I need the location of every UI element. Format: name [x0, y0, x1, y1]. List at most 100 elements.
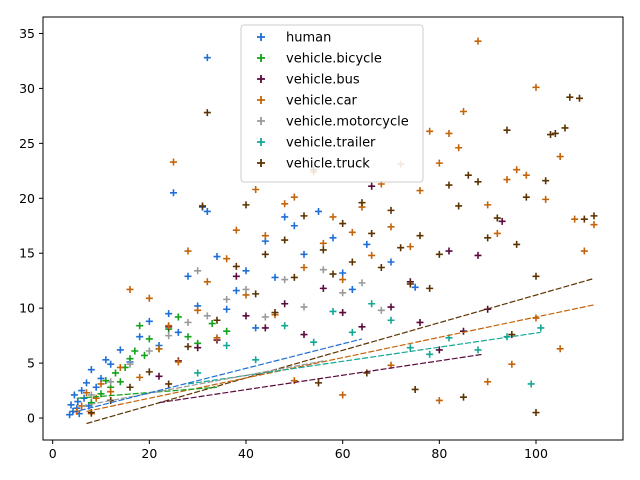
series-vehicle-truck — [87, 93, 598, 417]
data-point — [387, 316, 395, 324]
data-point — [455, 144, 463, 152]
data-point — [290, 222, 298, 230]
data-point — [208, 320, 216, 328]
data-point — [194, 344, 202, 352]
data-point — [145, 335, 153, 343]
y-tick-label: 35 — [19, 26, 35, 41]
legend-marker — [257, 117, 265, 125]
data-point — [455, 202, 463, 210]
data-point — [145, 347, 153, 355]
data-point — [339, 289, 347, 297]
legend: human vehicle.bicycle vehicle.bus vehicle.c… — [240, 24, 424, 183]
data-point — [474, 37, 482, 45]
data-point — [339, 391, 347, 399]
data-point — [223, 342, 231, 350]
data-point — [261, 250, 269, 258]
data-point — [281, 200, 289, 208]
data-point — [184, 272, 192, 280]
data-point — [561, 124, 569, 132]
data-point — [474, 178, 482, 186]
data-point — [513, 166, 521, 174]
data-point — [70, 391, 78, 399]
data-point — [580, 215, 588, 223]
data-point — [116, 378, 124, 386]
data-point — [329, 213, 337, 221]
data-point — [223, 295, 231, 303]
data-point — [107, 360, 115, 368]
data-point — [170, 189, 177, 197]
data-point — [522, 193, 530, 201]
data-point — [329, 270, 337, 278]
data-point — [503, 126, 511, 134]
data-point — [126, 360, 134, 368]
data-point — [339, 309, 347, 317]
legend-marker — [257, 96, 265, 104]
legend-label: vehicle.truck — [286, 157, 370, 172]
data-point — [174, 358, 182, 366]
data-point — [83, 379, 90, 387]
y-tick-label: 10 — [19, 301, 35, 316]
legend-label: vehicle.car — [286, 94, 358, 109]
legend-marker — [257, 33, 265, 41]
data-point — [170, 158, 177, 166]
data-point — [126, 285, 134, 293]
data-point — [87, 366, 95, 374]
data-point — [571, 215, 579, 223]
data-point — [213, 334, 221, 342]
data-point — [315, 207, 322, 215]
data-point — [358, 199, 366, 207]
x-tick-label: 0 — [49, 446, 57, 461]
data-point — [281, 322, 289, 330]
data-point — [271, 273, 279, 281]
data-point — [522, 171, 530, 179]
data-point — [416, 318, 424, 326]
data-point — [329, 307, 337, 315]
axes: 0 20 40 60 80 100 0 5 10 15 20 25 30 35 — [19, 16, 624, 461]
data-point — [590, 221, 598, 229]
data-point — [368, 251, 376, 259]
data-point — [542, 195, 550, 203]
data-point — [281, 213, 289, 221]
legend-label: vehicle.motorcycle — [286, 115, 409, 130]
data-point — [556, 153, 564, 161]
y-tick-label: 15 — [19, 246, 35, 261]
data-point — [126, 383, 134, 391]
data-point — [165, 322, 173, 330]
data-point — [542, 177, 550, 185]
data-point — [508, 331, 516, 339]
legend-box — [240, 24, 424, 183]
data-point — [387, 206, 395, 214]
data-point — [493, 214, 501, 222]
data-point — [484, 201, 492, 209]
data-point — [319, 239, 327, 247]
data-point — [580, 247, 588, 255]
trend-line-vehicle-bicycle — [76, 386, 218, 399]
data-point — [194, 369, 202, 377]
data-point — [290, 193, 298, 201]
data-point — [67, 401, 75, 409]
data-point — [319, 246, 327, 254]
y-tick-label: 5 — [27, 356, 35, 371]
data-point — [136, 333, 144, 341]
data-point — [184, 343, 192, 351]
data-point — [339, 276, 347, 284]
data-point — [411, 385, 419, 393]
data-point — [87, 399, 95, 407]
data-point — [300, 250, 308, 258]
data-point — [155, 372, 163, 380]
data-point — [590, 212, 598, 220]
legend-label: human — [286, 31, 331, 46]
data-point — [406, 243, 414, 251]
data-point — [348, 258, 356, 266]
data-point — [145, 317, 153, 325]
data-point — [107, 388, 115, 396]
data-point — [203, 109, 211, 117]
data-point — [348, 285, 356, 293]
data-point — [426, 284, 434, 292]
data-point — [213, 316, 221, 324]
data-point — [532, 409, 540, 417]
data-point — [97, 380, 105, 388]
data-point — [474, 251, 482, 259]
data-point — [503, 176, 511, 184]
data-point — [300, 303, 308, 311]
